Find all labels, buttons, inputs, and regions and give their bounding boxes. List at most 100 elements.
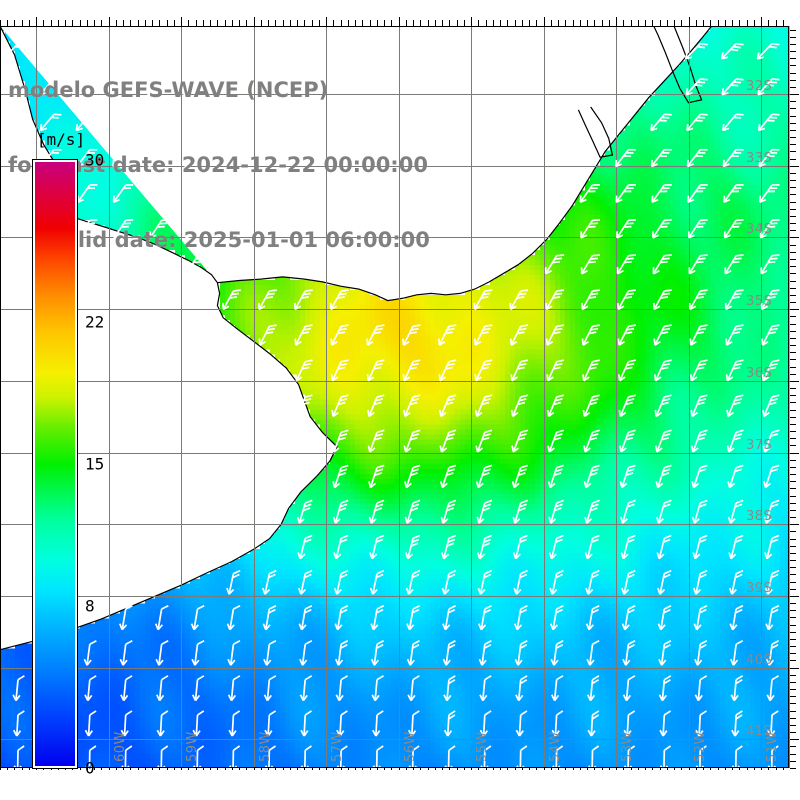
- axis-tick: [689, 17, 690, 26]
- axis-tick: [319, 20, 320, 26]
- axis-tick: [790, 646, 796, 647]
- axis-tick: [355, 20, 356, 26]
- wind-barb: [147, 113, 170, 132]
- axis-tick: [0, 230, 1, 231]
- axis-tick: [130, 20, 131, 26]
- wind-barb: [514, 639, 528, 666]
- wind-barb: [148, 148, 170, 168]
- axis-tick: [348, 20, 349, 26]
- axis-tick: [790, 510, 796, 511]
- axis-tick: [145, 20, 146, 26]
- wind-barb: [331, 394, 349, 418]
- axis-tick: [0, 668, 1, 669]
- axis-tick: [0, 517, 1, 518]
- wind-barb: [512, 499, 528, 524]
- axis-tick: [0, 388, 1, 389]
- gridline-lon: [689, 26, 690, 768]
- axis-tick: [790, 453, 799, 454]
- axis-tick: [0, 546, 1, 547]
- axis-tick: [0, 768, 1, 769]
- axis-tick: [0, 237, 1, 238]
- axis-tick: [420, 20, 421, 26]
- wind-barb: [726, 429, 744, 453]
- axis-tick: [718, 20, 719, 26]
- axis-tick: [486, 20, 487, 26]
- wind-barb: [439, 464, 457, 489]
- wind-barb: [438, 359, 457, 382]
- wind-barb: [406, 604, 421, 631]
- axis-tick: [0, 331, 1, 332]
- axis-tick: [109, 17, 110, 26]
- wind-barb: [550, 639, 564, 666]
- axis-tick: [22, 20, 23, 26]
- axis-tick: [0, 488, 1, 489]
- wind-barb: [366, 324, 385, 346]
- axis-tick: [790, 273, 796, 274]
- axis-tick: [0, 574, 1, 575]
- wind-barb: [512, 534, 528, 560]
- wind-barb: [184, 184, 206, 203]
- colorbar: [m/s] 30 22 15 8 0: [32, 130, 104, 778]
- wind-barb: [761, 324, 780, 346]
- longitude-tick-label: 55W: [475, 731, 490, 762]
- axis-tick: [0, 460, 1, 461]
- axis-tick: [522, 20, 523, 26]
- wind-barb: [659, 745, 671, 768]
- axis-tick: [65, 20, 66, 26]
- axis-tick: [0, 696, 1, 697]
- axis-tick: [790, 703, 796, 704]
- wind-barb: [444, 745, 456, 768]
- gridline-lon: [544, 26, 545, 768]
- wind-barb: [766, 675, 779, 702]
- axis-tick: [790, 73, 796, 74]
- gridline-lat: [0, 596, 790, 597]
- axis-tick: [0, 273, 1, 274]
- axis-tick: [0, 194, 1, 195]
- longitude-tick-label: 57W: [330, 731, 345, 762]
- axis-tick: [500, 20, 501, 26]
- axis-tick: [790, 130, 796, 131]
- axis-tick: [0, 417, 1, 418]
- wind-barb: [479, 675, 492, 702]
- wind-barb: [110, 42, 134, 60]
- wind-barb: [148, 184, 170, 203]
- axis-tick: [602, 20, 603, 26]
- axis-tick: [0, 431, 1, 432]
- axis-tick: [790, 488, 796, 489]
- map-plot-area[interactable]: [0, 26, 790, 768]
- axis-tick: [790, 596, 799, 597]
- latitude-tick-label: 41S: [746, 724, 773, 739]
- wind-barb: [656, 534, 672, 560]
- wind-barb: [580, 219, 601, 239]
- wind-barb: [546, 359, 565, 382]
- axis-tick: [790, 625, 796, 626]
- axis-tick: [0, 144, 1, 145]
- axis-tick: [29, 20, 30, 26]
- axis-tick: [0, 130, 1, 131]
- wind-barb: [548, 499, 564, 524]
- wind-barb: [190, 604, 205, 631]
- wind-barb: [369, 534, 385, 560]
- wind-barb: [515, 675, 528, 702]
- wind-barb: [299, 639, 313, 666]
- wind-barb: [262, 569, 277, 595]
- axis-tick: [790, 367, 796, 368]
- wind-barb: [475, 429, 493, 453]
- wind-barb: [654, 429, 672, 453]
- axis-tick: [739, 20, 740, 26]
- wind-barb: [720, 42, 744, 60]
- axis-tick: [0, 711, 1, 712]
- wind-barb: [228, 710, 241, 737]
- wind-barb: [549, 569, 564, 595]
- axis-tick: [87, 20, 88, 26]
- wind-barb: [693, 569, 708, 595]
- wind-barb: [688, 289, 708, 311]
- wind-barb: [441, 569, 457, 595]
- axis-tick: [0, 453, 1, 454]
- wind-barb: [583, 464, 600, 489]
- wind-barb: [39, 113, 62, 132]
- axis-tick: [0, 80, 1, 81]
- wind-barb: [623, 710, 636, 737]
- axis-tick: [0, 395, 1, 396]
- wind-barb: [13, 745, 25, 768]
